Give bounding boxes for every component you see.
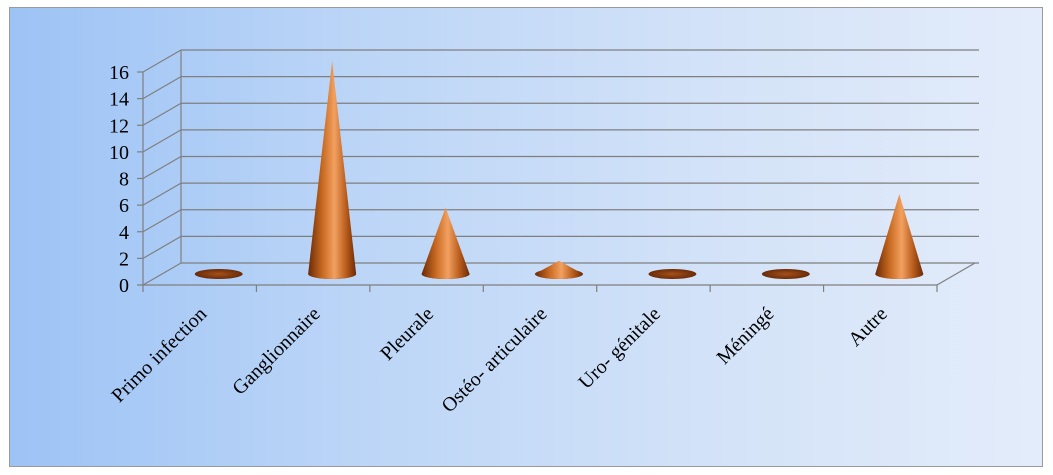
- cone-0: [194, 269, 243, 279]
- cone-4: [648, 269, 697, 279]
- cone-1: [308, 61, 357, 279]
- side-gridline: [142, 102, 182, 126]
- cone-6: [875, 194, 924, 279]
- side-gridline: [142, 235, 182, 259]
- cone-3: [535, 260, 583, 279]
- cone-2: [421, 207, 470, 279]
- side-gridline: [142, 49, 182, 73]
- category-label: Uro- génitale: [574, 303, 665, 394]
- axes: [142, 50, 976, 292]
- cone-body: [535, 260, 583, 279]
- category-label: Ostéo- articulaire: [437, 303, 551, 417]
- y-axis-ticks: 0 2 4 6 8 10 12 14 16: [109, 62, 143, 297]
- category-label: Autre: [844, 303, 892, 351]
- side-gridline: [142, 76, 182, 100]
- y-tick-label: 14: [109, 89, 129, 111]
- category-label: Pleurale: [376, 303, 438, 365]
- y-tick-label: 8: [119, 169, 129, 191]
- x-axis-categories: Primo infection Ganglionnaire Pleurale Osté…: [107, 303, 892, 417]
- cone-body: [308, 61, 357, 279]
- floor-right-edge: [936, 262, 976, 286]
- category-label: Ganglionnaire: [228, 303, 325, 400]
- side-gridline: [142, 209, 182, 233]
- cone-body: [421, 207, 470, 279]
- cone-series: [194, 61, 924, 279]
- cone-chart: 0 2 4 6 8 10 12 14 16 Primo infection Ganglionnai…: [107, 49, 979, 417]
- y-tick-label: 2: [119, 248, 129, 270]
- cone-body: [875, 194, 924, 279]
- y-tick-label: 0: [119, 275, 129, 297]
- cone-base-flat: [648, 269, 697, 279]
- cone-base-flat: [194, 269, 243, 279]
- category-label: Primo infection: [107, 303, 211, 407]
- grid-lines: [142, 49, 979, 286]
- side-gridline: [142, 155, 182, 180]
- side-gridline: [142, 129, 182, 153]
- side-gridline: [142, 182, 182, 206]
- y-tick-label: 6: [119, 195, 129, 217]
- category-label: Méningé: [713, 303, 779, 369]
- cone-5: [761, 269, 810, 279]
- chart-area: 0 2 4 6 8 10 12 14 16 Primo infection Ganglionnai…: [9, 7, 1043, 467]
- y-tick-label: 12: [109, 115, 129, 137]
- side-gridline: [142, 262, 182, 286]
- y-tick-label: 10: [109, 142, 129, 164]
- y-tick-label: 16: [109, 62, 129, 84]
- y-tick-label: 4: [119, 222, 129, 244]
- cone-base-flat: [761, 269, 810, 279]
